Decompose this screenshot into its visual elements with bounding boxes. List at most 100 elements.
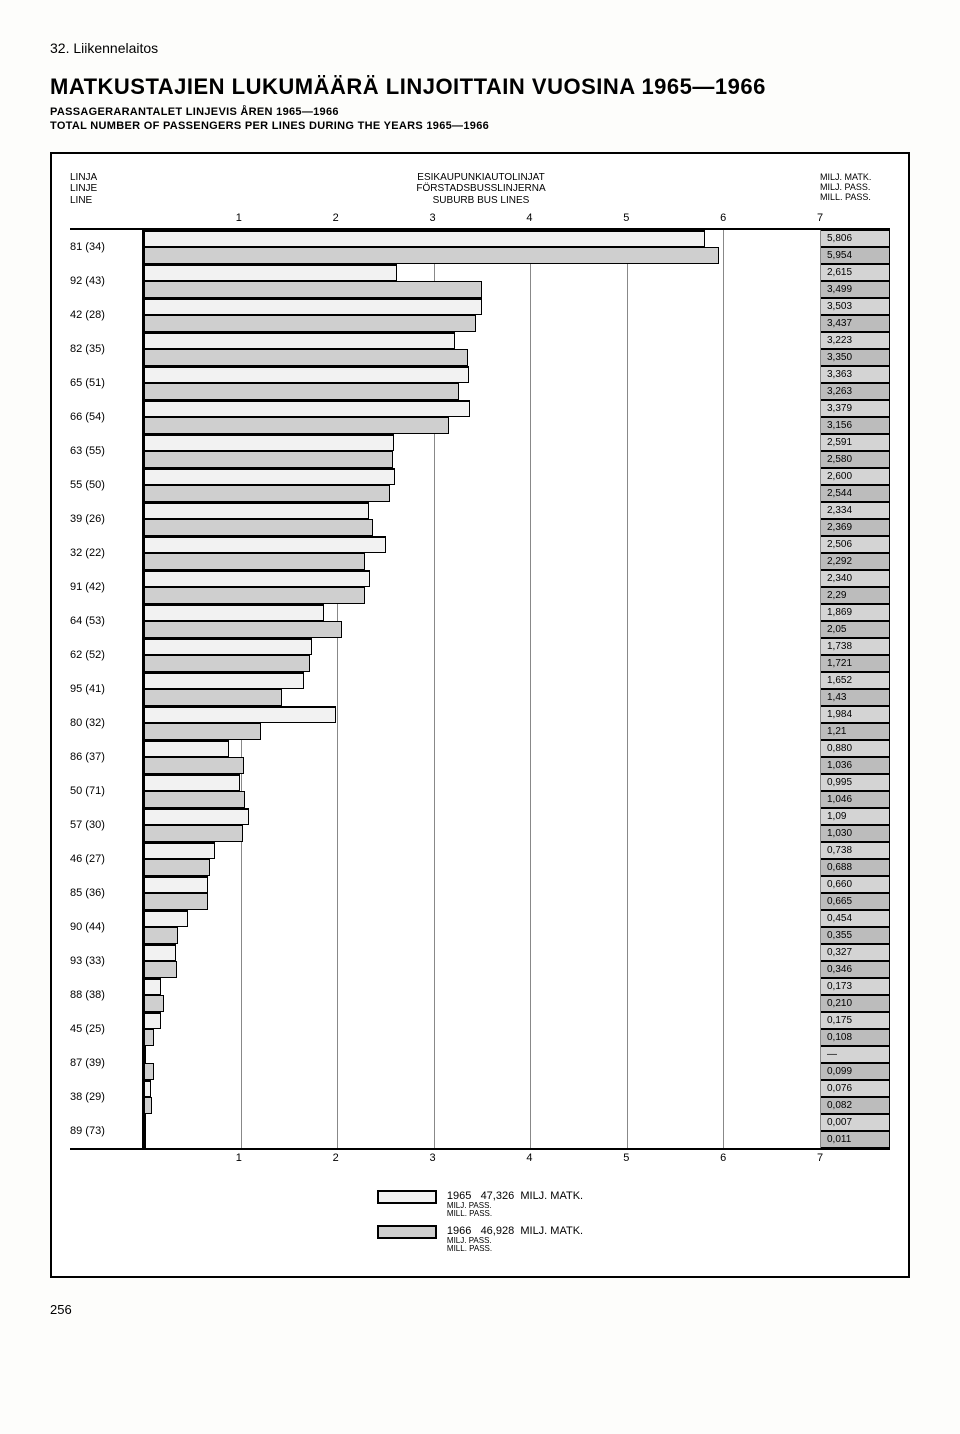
section-number: 32. Liikennelaitos — [50, 40, 910, 56]
chart-row: 66 (54)3,3793,156 — [70, 400, 890, 434]
chart-row: 95 (41)1,6521,43 — [70, 672, 890, 706]
bar-1966 — [144, 519, 373, 536]
legend-1965: 1965 47,326 MILJ. MATK. MILJ. PASS.MILL.… — [377, 1190, 583, 1219]
value-1966: 3,499 — [820, 281, 890, 298]
value-1965: 2,334 — [820, 502, 890, 519]
value-1965: 0,660 — [820, 876, 890, 893]
chart-row: 62 (52)1,7381,721 — [70, 638, 890, 672]
value-1966: 1,030 — [820, 825, 890, 842]
value-1965: 3,223 — [820, 332, 890, 349]
value-1966: 0,665 — [820, 893, 890, 910]
bar-1965 — [144, 672, 304, 689]
value-1965: 2,600 — [820, 468, 890, 485]
value-1965: 0,327 — [820, 944, 890, 961]
value-1965: 2,591 — [820, 434, 890, 451]
row-values: 0,4540,355 — [820, 910, 890, 944]
bar-1965 — [144, 808, 249, 825]
axis-mid-header: ESIKAUPUNKIAUTOLINJATFÖRSTADSBUSSLINJERN… — [142, 172, 820, 207]
row-bar-area — [142, 400, 820, 434]
row-values: 0,9951,046 — [820, 774, 890, 808]
bar-1965 — [144, 230, 705, 247]
row-label: 39 (26) — [70, 502, 142, 536]
value-1966: 2,05 — [820, 621, 890, 638]
row-label: 65 (51) — [70, 366, 142, 400]
chart-row: 64 (53)1,8692,05 — [70, 604, 890, 638]
row-values: 1,091,030 — [820, 808, 890, 842]
bar-1966 — [144, 791, 245, 808]
legend: 1965 47,326 MILJ. MATK. MILJ. PASS.MILL.… — [70, 1190, 890, 1254]
bar-1966 — [144, 757, 244, 774]
row-values: 2,3402,29 — [820, 570, 890, 604]
row-bar-area — [142, 672, 820, 706]
row-bar-area — [142, 740, 820, 774]
row-bar-area — [142, 638, 820, 672]
row-values: 0,0070,011 — [820, 1114, 890, 1148]
value-1965: 1,869 — [820, 604, 890, 621]
value-1965: 0,454 — [820, 910, 890, 927]
chart-row: 88 (38)0,1730,210 — [70, 978, 890, 1012]
bar-1966 — [144, 621, 342, 638]
bar-1965 — [144, 468, 395, 485]
row-values: —0,099 — [820, 1046, 890, 1080]
row-label: 91 (42) — [70, 570, 142, 604]
bar-1966 — [144, 1029, 154, 1046]
row-values: 3,3633,263 — [820, 366, 890, 400]
chart-row: 80 (32)1,9841,21 — [70, 706, 890, 740]
row-bar-area — [142, 1046, 820, 1080]
x-axis-top: 1234567 — [70, 212, 890, 226]
chart-row: 55 (50)2,6002,544 — [70, 468, 890, 502]
row-bar-area — [142, 978, 820, 1012]
row-values: 0,8801,036 — [820, 740, 890, 774]
bar-1965 — [144, 944, 176, 961]
value-1965: 5,806 — [820, 230, 890, 247]
chart-frame: LINJALINJELINE ESIKAUPUNKIAUTOLINJATFÖRS… — [50, 152, 910, 1278]
chart-row: 57 (30)1,091,030 — [70, 808, 890, 842]
axis-tick: 2 — [333, 212, 339, 224]
value-1966: 0,099 — [820, 1063, 890, 1080]
chart-row: 90 (44)0,4540,355 — [70, 910, 890, 944]
value-1966: 1,43 — [820, 689, 890, 706]
row-bar-area — [142, 1080, 820, 1114]
row-values: 2,3342,369 — [820, 502, 890, 536]
bar-1965 — [144, 978, 161, 995]
row-bar-area — [142, 876, 820, 910]
row-values: 0,0760,082 — [820, 1080, 890, 1114]
value-1965: 0,007 — [820, 1114, 890, 1131]
bar-1965 — [144, 774, 240, 791]
legend-sub-1965: MILJ. PASS.MILL. PASS. — [447, 1202, 583, 1219]
chart-row: 82 (35)3,2233,350 — [70, 332, 890, 366]
chart-row: 65 (51) 3,3633,263 — [70, 366, 890, 400]
chart-row: 81 (34)5,8065,954 — [70, 230, 890, 264]
legend-text-1966: 1966 46,928 MILJ. MATK. MILJ. PASS.MILL.… — [447, 1225, 583, 1254]
row-bar-area — [142, 366, 820, 400]
row-label: 55 (50) — [70, 468, 142, 502]
axis-tick: 1 — [236, 212, 242, 224]
row-label: 87 (39) — [70, 1046, 142, 1080]
chart-row: 42 (28)3,5033,437 — [70, 298, 890, 332]
row-bar-area — [142, 1114, 820, 1148]
chart-row: 92 (43)2,6153,499 — [70, 264, 890, 298]
value-1965: 0,173 — [820, 978, 890, 995]
chart-row: 87 (39) —0,099 — [70, 1046, 890, 1080]
bar-1965 — [144, 434, 394, 451]
axis-tick: 7 — [817, 1152, 823, 1164]
value-1965: 0,175 — [820, 1012, 890, 1029]
value-1965: 3,379 — [820, 400, 890, 417]
bar-1966 — [144, 893, 208, 910]
bar-1966 — [144, 1063, 154, 1080]
chart-row: 38 (29)0,0760,082 — [70, 1080, 890, 1114]
row-values: 0,3270,346 — [820, 944, 890, 978]
row-values: 1,9841,21 — [820, 706, 890, 740]
row-values: 5,8065,954 — [820, 230, 890, 264]
bar-1966 — [144, 859, 210, 876]
bar-1965 — [144, 910, 188, 927]
legend-sub-1966: MILJ. PASS.MILL. PASS. — [447, 1237, 583, 1254]
value-1965: 3,363 — [820, 366, 890, 383]
bar-1966 — [144, 553, 365, 570]
bar-1965 — [144, 1012, 161, 1029]
row-bar-area — [142, 332, 820, 366]
row-label: 46 (27) — [70, 842, 142, 876]
x-axis-bottom: 1234567 — [70, 1148, 890, 1168]
row-label: 86 (37) — [70, 740, 142, 774]
bar-1966 — [144, 485, 390, 502]
